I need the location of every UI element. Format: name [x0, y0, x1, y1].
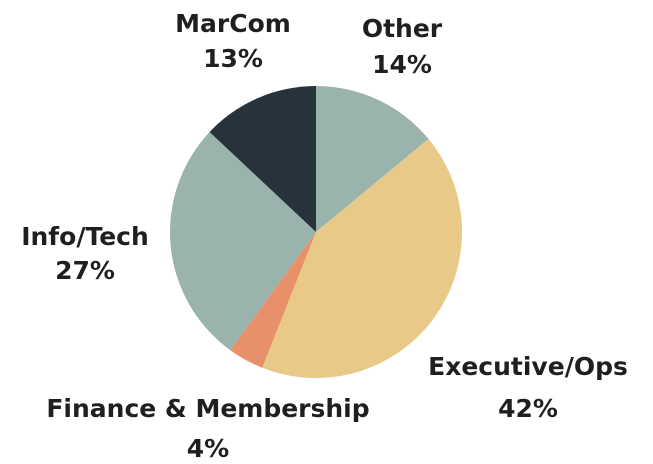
pie-slice — [316, 86, 429, 232]
pie-slice — [170, 132, 316, 351]
slice-value: 42% — [498, 394, 558, 423]
slice-value: 4% — [187, 434, 229, 463]
slice-label: Finance & Membership — [46, 394, 369, 423]
pie-slice — [209, 86, 316, 232]
slice-value: 27% — [55, 256, 115, 285]
pie-slice — [262, 138, 463, 378]
slice-label: MarCom — [175, 9, 291, 38]
slice-label: Executive/Ops — [428, 352, 628, 381]
pie-slice — [230, 232, 316, 368]
slice-value: 14% — [372, 50, 432, 79]
slice-label: Other — [362, 14, 443, 43]
slice-value: 13% — [203, 44, 263, 73]
slice-label: Info/Tech — [21, 222, 149, 251]
